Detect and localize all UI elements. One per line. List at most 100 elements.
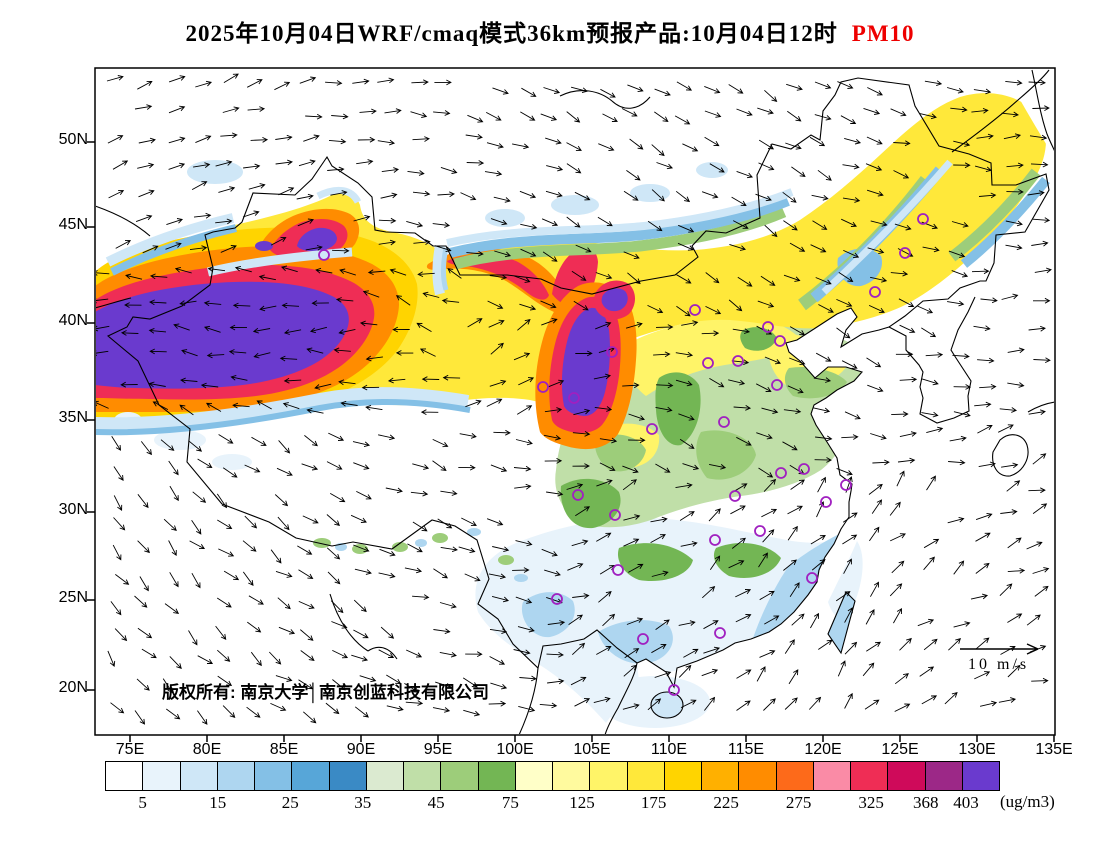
wind-arrow	[1032, 105, 1050, 111]
wind-arrow	[230, 374, 248, 381]
wind-arrow	[193, 162, 211, 168]
wind-arrow	[837, 81, 854, 89]
colorbar-cell	[365, 762, 403, 790]
wind-arrow	[1026, 541, 1043, 550]
wind-arrow	[566, 111, 581, 123]
wind-arrow	[353, 629, 369, 639]
wind-arrow	[514, 275, 531, 283]
axis-ticks	[87, 141, 1055, 742]
wind-arrow	[786, 83, 803, 91]
wind-arrow	[353, 544, 370, 553]
lon-tick-label: 90E	[346, 741, 376, 758]
wind-arrow	[191, 519, 202, 535]
wind-arrow	[330, 190, 348, 196]
wind-arrow	[676, 274, 692, 284]
wind-arrow	[332, 679, 346, 691]
wind-arrow	[412, 463, 430, 470]
wind-arrow	[655, 619, 670, 630]
wind-arrow	[836, 298, 853, 307]
wind-arrow	[970, 593, 989, 600]
wind-arrow	[948, 459, 966, 466]
wind-arrow	[595, 321, 612, 330]
wind-arrow	[784, 639, 795, 654]
wind-arrow	[546, 165, 564, 172]
wind-arrow	[978, 461, 996, 468]
wind-arrow	[889, 583, 903, 597]
wind-arrow	[894, 223, 912, 231]
wind-arrow	[218, 186, 236, 193]
wind-arrow	[380, 192, 398, 199]
wind-arrow	[731, 537, 746, 549]
wind-arrow	[380, 626, 395, 639]
lat-tick-label: 45N	[58, 216, 88, 233]
wind-arrow	[486, 398, 503, 407]
wind-arrow	[1032, 217, 1051, 223]
wind-arrow	[708, 508, 721, 522]
wind-arrow	[675, 482, 693, 489]
wind-arrow	[680, 699, 697, 709]
wind-arrow	[755, 383, 772, 392]
wind-arrow	[385, 487, 403, 494]
wind-arrow	[815, 277, 832, 285]
wind-arrow	[338, 328, 356, 335]
lat-tick-label: 40N	[58, 312, 88, 329]
wind-arrow	[490, 342, 504, 355]
wind-arrow	[306, 407, 324, 414]
wind-arrow	[791, 166, 806, 178]
wind-arrow	[979, 700, 998, 707]
wind-arrow	[1033, 357, 1051, 364]
wind-arrow	[138, 137, 156, 144]
colorbar-cell	[142, 762, 180, 790]
wind-arrow	[168, 75, 186, 83]
wind-arrow	[999, 407, 1018, 413]
station-marker	[869, 286, 881, 298]
wind-arrow	[149, 299, 167, 306]
wind-arrow	[570, 86, 588, 93]
wind-arrow	[917, 618, 935, 627]
wind-arrow	[868, 483, 883, 495]
wind-arrow	[137, 80, 153, 90]
wind-arrow	[761, 407, 779, 414]
wind-arrow	[678, 664, 692, 678]
wind-arrow	[439, 651, 457, 658]
station-marker	[774, 335, 786, 347]
wind-arrow	[417, 271, 435, 278]
wind-arrow	[365, 355, 383, 362]
wind-arrow	[327, 166, 345, 173]
wind-arrow	[169, 485, 179, 502]
wind-arrow	[279, 355, 298, 362]
wind-arrow	[404, 683, 420, 693]
wind-arrow	[899, 637, 912, 651]
wind-arrow	[243, 163, 261, 170]
wind-arrow	[622, 465, 639, 474]
wind-arrow	[492, 87, 509, 95]
wind-arrow	[922, 246, 940, 253]
wind-arrow	[339, 268, 356, 276]
wind-arrow	[490, 218, 508, 226]
wind-arrow	[919, 666, 935, 677]
wind-arrow	[757, 300, 775, 308]
wind-arrow	[207, 266, 226, 272]
wind-arrow	[783, 408, 802, 415]
wind-arrow	[332, 247, 350, 254]
wind-arrow	[596, 479, 613, 487]
station-marker	[714, 627, 726, 639]
wind-arrow	[378, 649, 395, 658]
wind-arrow	[134, 710, 146, 725]
wind-arrow	[863, 107, 881, 115]
wind-arrow	[296, 193, 314, 200]
wind-arrow	[217, 675, 233, 687]
wind-arrow	[947, 516, 965, 524]
colorbar-tick-label: 403	[953, 793, 979, 812]
wind-arrow	[974, 165, 992, 173]
wind-arrow	[597, 216, 613, 227]
wind-arrow	[650, 516, 668, 523]
wind-arrow	[162, 678, 173, 694]
wind-arrow	[1001, 462, 1019, 469]
wind-arrow	[512, 143, 530, 150]
wind-arrow	[870, 433, 887, 440]
wind-arrow	[1003, 133, 1022, 140]
wind-arrow	[1032, 297, 1051, 304]
wind-arrow	[353, 599, 367, 613]
wind-arrow	[679, 511, 695, 521]
